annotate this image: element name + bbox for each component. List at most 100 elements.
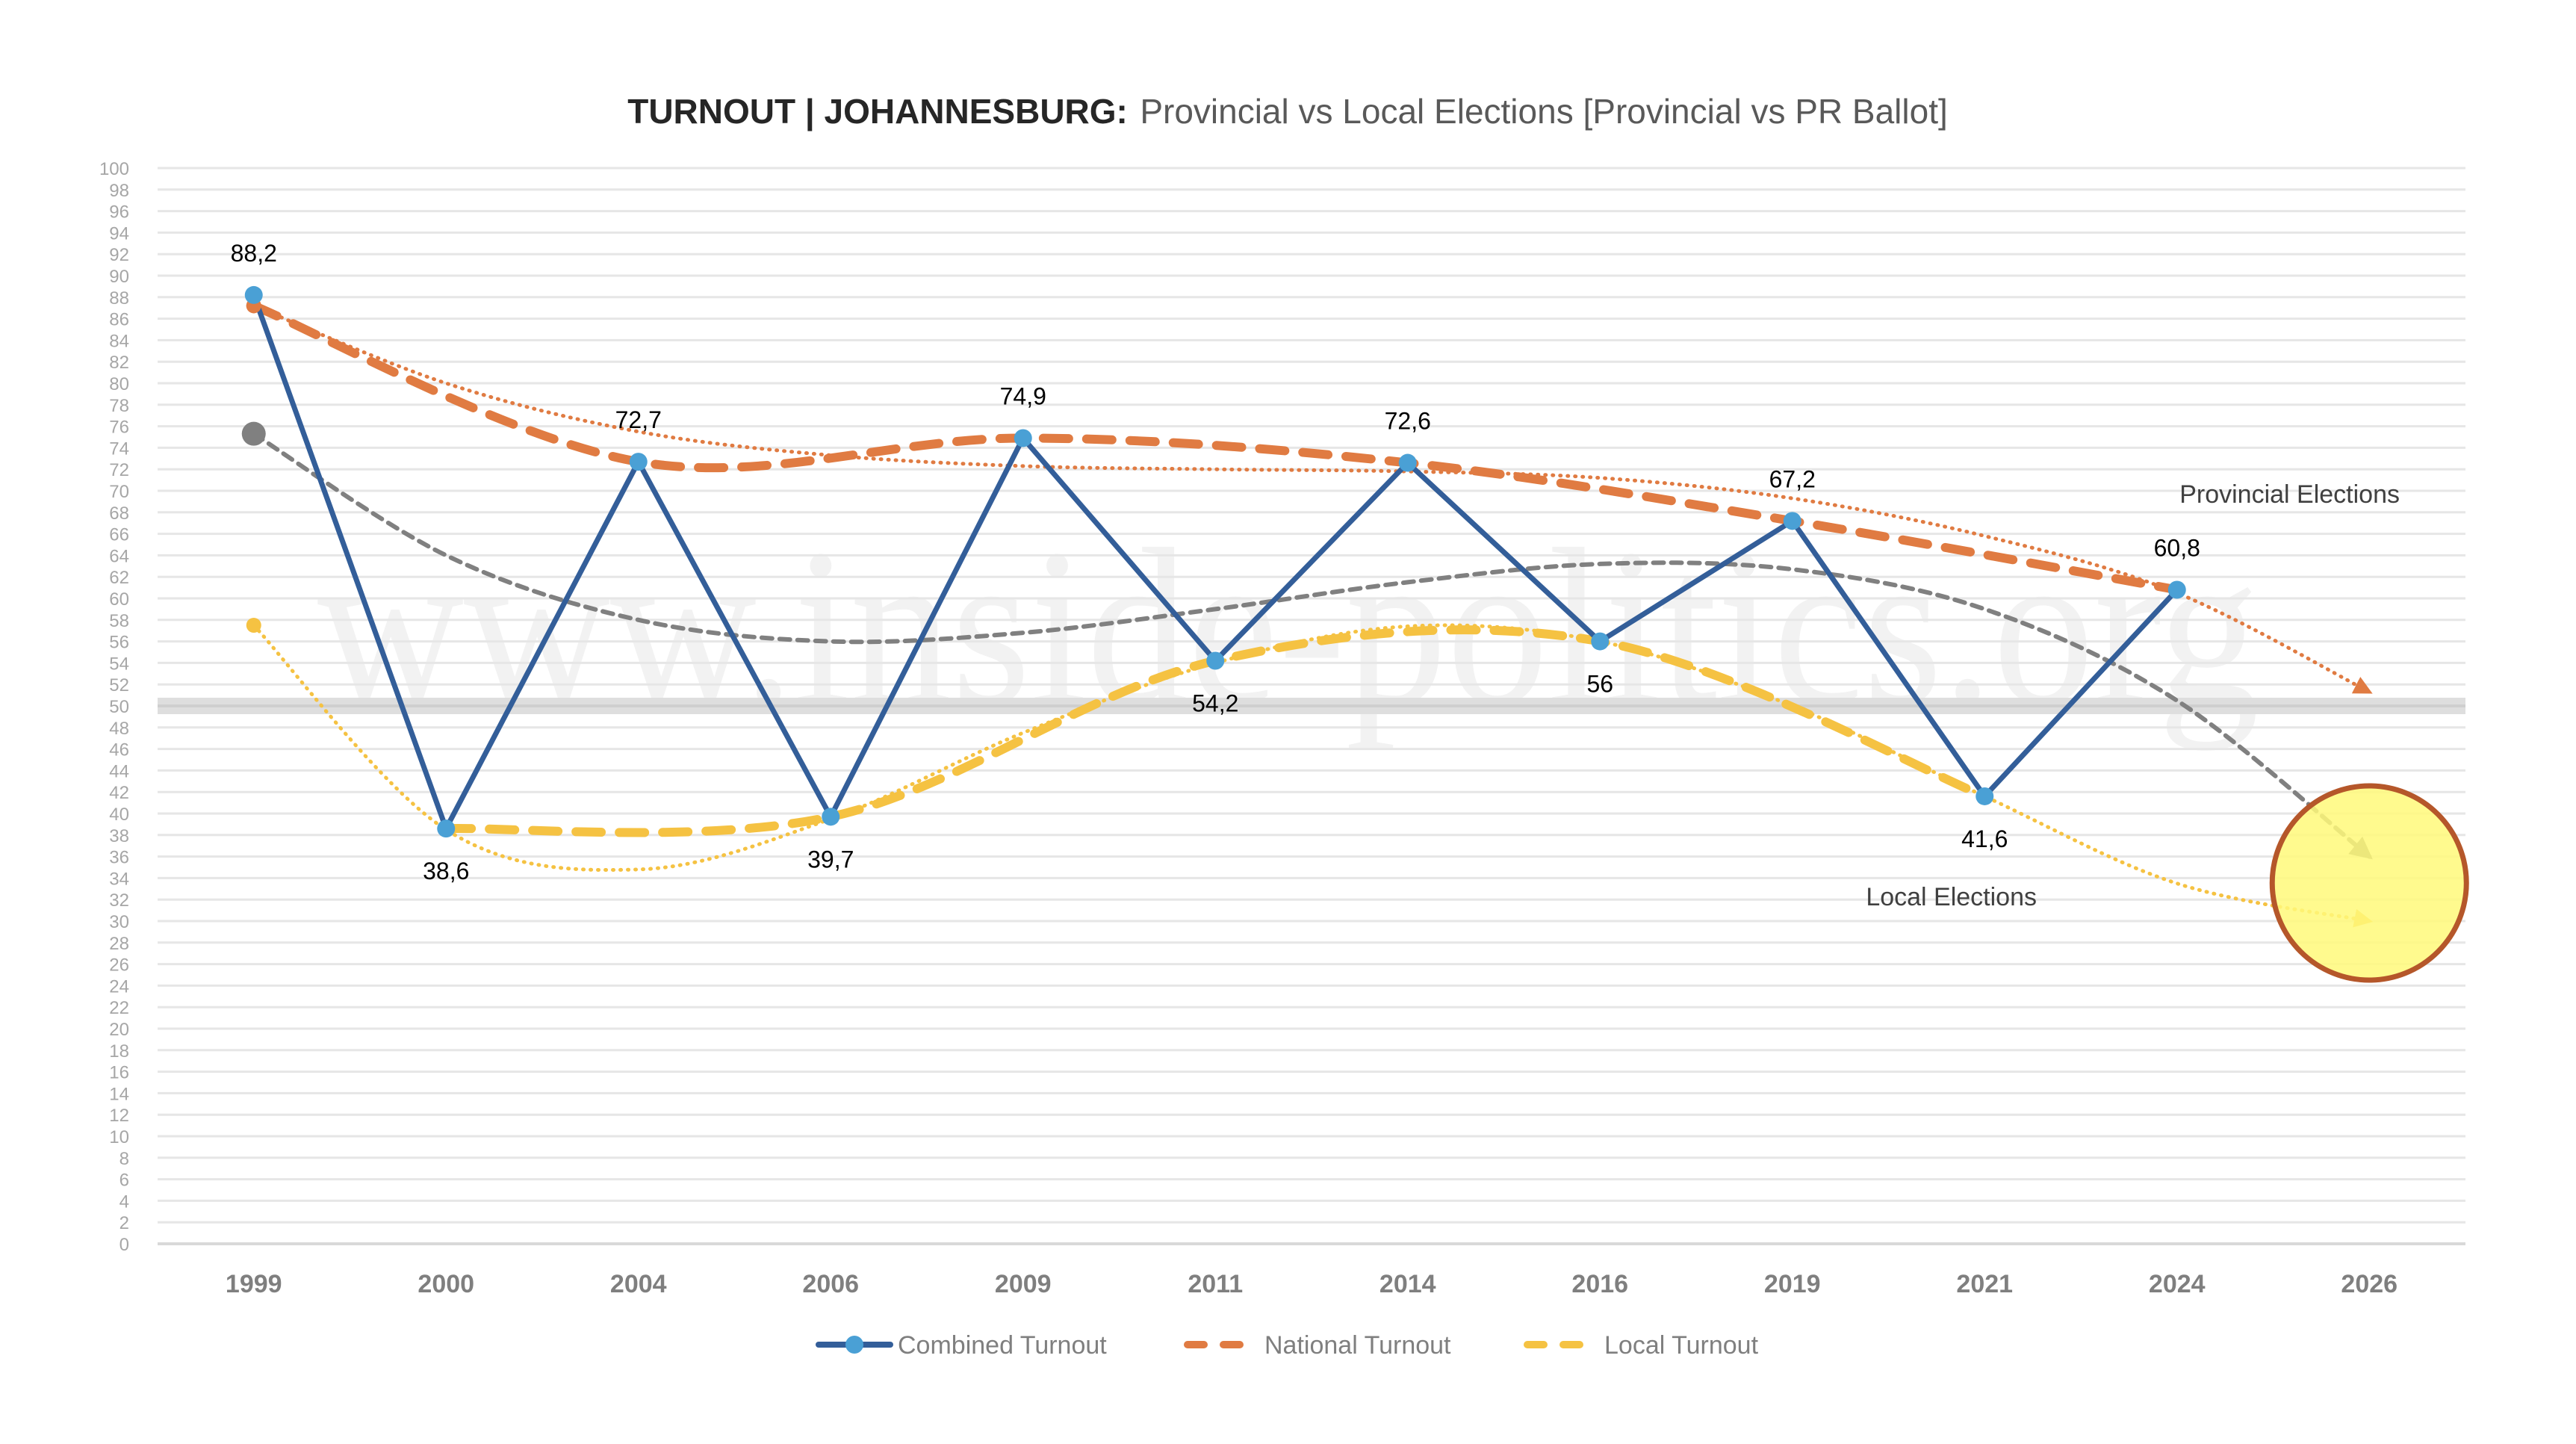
y-axis-ticks: 0246810121416182022242628303234363840424… bbox=[99, 159, 129, 1255]
data-label: 39,7 bbox=[807, 846, 854, 873]
y-tick-label: 84 bbox=[109, 331, 129, 351]
data-label: 72,7 bbox=[615, 406, 662, 433]
overall-trend bbox=[251, 431, 2373, 860]
legend-label-combined: Combined Turnout bbox=[898, 1331, 1107, 1360]
x-tick-label: 2014 bbox=[1379, 1270, 1436, 1298]
y-tick-label: 80 bbox=[109, 374, 129, 394]
data-point bbox=[1591, 632, 1610, 651]
y-tick-label: 86 bbox=[109, 310, 129, 330]
data-point bbox=[1398, 453, 1417, 472]
data-label: 56 bbox=[1586, 671, 1613, 698]
x-tick-label: 2019 bbox=[1764, 1270, 1821, 1298]
data-label: 60,8 bbox=[2154, 534, 2200, 561]
y-tick-label: 2 bbox=[120, 1213, 129, 1233]
y-tick-label: 94 bbox=[109, 223, 129, 244]
data-label: 72,6 bbox=[1385, 408, 1431, 435]
y-tick-label: 88 bbox=[109, 288, 129, 309]
series-markers bbox=[244, 285, 2186, 838]
data-point bbox=[822, 808, 840, 826]
chart-title-bold: TURNOUT | JOHANNESBURG: bbox=[627, 92, 1128, 131]
legend-label-local: Local Turnout bbox=[1604, 1331, 1759, 1360]
data-label: 41,6 bbox=[1961, 825, 2008, 852]
chart-title: TURNOUT | JOHANNESBURG: Provincial vs Lo… bbox=[627, 92, 1948, 131]
annotation-provincial-elections: Provincial Elections bbox=[2179, 480, 2400, 509]
y-tick-label: 18 bbox=[109, 1041, 129, 1062]
y-tick-label: 0 bbox=[120, 1235, 129, 1255]
x-tick-label: 2006 bbox=[802, 1270, 859, 1298]
annotations: Provincial Elections Local Elections bbox=[1866, 480, 2469, 983]
gridlines bbox=[158, 167, 2465, 1245]
y-tick-label: 98 bbox=[109, 181, 129, 201]
data-label: 67,2 bbox=[1769, 465, 1816, 492]
y-tick-label: 82 bbox=[109, 353, 129, 373]
series-national-turnout bbox=[249, 301, 2182, 595]
data-label: 54,2 bbox=[1192, 690, 1238, 717]
trendlines bbox=[241, 298, 2374, 928]
x-tick-label: 2004 bbox=[610, 1270, 667, 1298]
data-point bbox=[2167, 580, 2186, 599]
y-tick-label: 20 bbox=[109, 1020, 129, 1040]
y-tick-label: 92 bbox=[109, 245, 129, 265]
data-label: 38,6 bbox=[423, 858, 469, 884]
x-tick-label: 2016 bbox=[1571, 1270, 1628, 1298]
y-tick-label: 6 bbox=[120, 1171, 129, 1191]
y-tick-label: 56 bbox=[109, 633, 129, 653]
x-tick-label: 2000 bbox=[418, 1270, 474, 1298]
y-tick-label: 22 bbox=[109, 998, 129, 1018]
y-tick-label: 76 bbox=[109, 418, 129, 438]
x-tick-label: 2009 bbox=[995, 1270, 1052, 1298]
legend-marker-combined bbox=[845, 1336, 863, 1354]
data-point bbox=[1783, 512, 1801, 530]
x-tick-label: 2026 bbox=[2341, 1270, 2397, 1298]
y-tick-label: 60 bbox=[109, 589, 129, 610]
y-tick-label: 38 bbox=[109, 826, 129, 846]
legend-label-national: National Turnout bbox=[1264, 1331, 1451, 1360]
data-point bbox=[244, 285, 263, 304]
local-trend-start-dot bbox=[246, 618, 261, 633]
y-tick-label: 68 bbox=[109, 503, 129, 524]
data-point bbox=[629, 453, 648, 471]
y-tick-label: 40 bbox=[109, 805, 129, 825]
y-tick-label: 14 bbox=[109, 1084, 129, 1104]
data-point bbox=[1014, 429, 1032, 447]
chart-title-rest: Provincial vs Local Elections [Provincia… bbox=[1140, 92, 1947, 131]
data-point bbox=[1206, 651, 1225, 670]
y-tick-label: 90 bbox=[109, 267, 129, 287]
y-tick-label: 64 bbox=[109, 546, 129, 566]
overall-trend-start-dot bbox=[241, 421, 266, 446]
y-tick-label: 16 bbox=[109, 1063, 129, 1083]
y-tick-label: 36 bbox=[109, 848, 129, 868]
y-tick-label: 10 bbox=[109, 1127, 129, 1147]
y-tick-label: 52 bbox=[109, 675, 129, 695]
y-tick-label: 50 bbox=[109, 697, 129, 717]
y-tick-label: 78 bbox=[109, 396, 129, 416]
provincial-trend bbox=[252, 303, 2373, 694]
x-tick-label: 2024 bbox=[2149, 1270, 2206, 1298]
y-tick-label: 62 bbox=[109, 568, 129, 588]
y-tick-label: 12 bbox=[109, 1106, 129, 1126]
x-tick-label: 2011 bbox=[1188, 1270, 1243, 1298]
data-labels: 88,2 38,6 72,7 39,7 74,9 54,2 72,6 56 67,2 41,6 60… bbox=[231, 240, 2200, 884]
legend: Combined Turnout National Turnout Local Tu… bbox=[816, 1331, 1759, 1360]
y-tick-label: 100 bbox=[99, 159, 129, 179]
data-point bbox=[1976, 787, 1994, 805]
highlight-circle bbox=[2269, 783, 2469, 983]
x-axis-ticks: 1999 2000 2004 2006 2009 2011 2014 2016 2019 2021… bbox=[226, 1270, 2397, 1298]
y-tick-label: 32 bbox=[109, 890, 129, 911]
y-tick-label: 96 bbox=[109, 202, 129, 223]
x-tick-label: 2021 bbox=[1956, 1270, 2013, 1298]
annotation-local-elections: Local Elections bbox=[1866, 883, 2037, 911]
y-tick-label: 24 bbox=[109, 976, 129, 997]
y-tick-label: 74 bbox=[109, 439, 129, 459]
y-tick-label: 58 bbox=[109, 611, 129, 631]
data-label: 88,2 bbox=[231, 240, 277, 267]
y-tick-label: 70 bbox=[109, 482, 129, 502]
y-tick-label: 66 bbox=[109, 525, 129, 545]
y-tick-label: 42 bbox=[109, 783, 129, 803]
y-tick-label: 44 bbox=[109, 761, 129, 781]
data-point bbox=[437, 819, 456, 838]
data-label: 74,9 bbox=[1000, 382, 1046, 409]
y-tick-label: 54 bbox=[109, 654, 129, 674]
y-tick-label: 8 bbox=[120, 1149, 129, 1169]
